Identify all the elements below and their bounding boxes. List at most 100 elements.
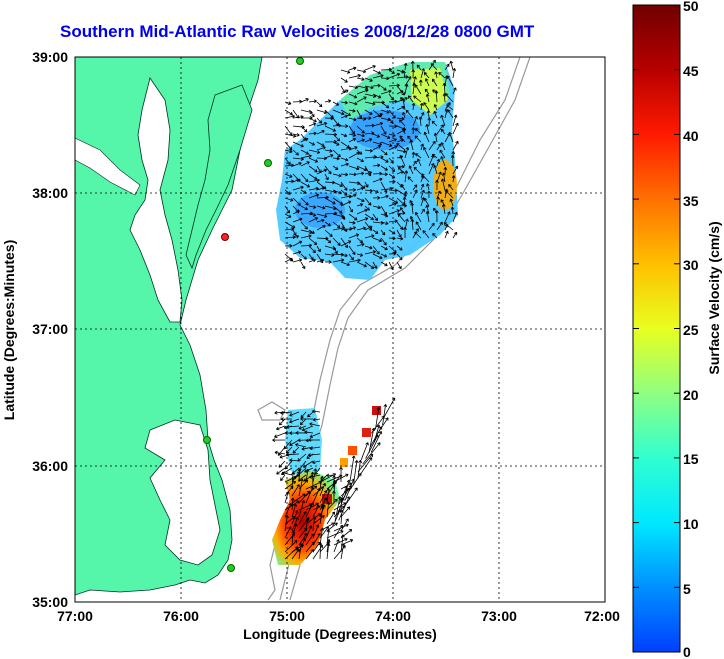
velocity-arrow [427, 117, 432, 127]
velocity-arrow [292, 229, 297, 236]
velocity-cell [372, 406, 381, 415]
velocity-arrow [308, 205, 317, 209]
velocity-cell [348, 446, 357, 455]
velocity-arrow [364, 131, 375, 136]
velocity-arrow [289, 458, 300, 463]
velocity-arrow [316, 245, 321, 253]
velocity-arrow [380, 141, 393, 147]
velocity-arrow [278, 418, 286, 426]
velocity-arrow [284, 502, 292, 518]
velocity-arrow [433, 132, 438, 143]
velocity-arrow [362, 442, 381, 465]
velocity-arrow [356, 208, 368, 215]
velocity-arrow [432, 232, 438, 239]
velocity-arrow [284, 213, 292, 218]
velocity-arrow [380, 125, 387, 135]
velocity-arrow [292, 161, 302, 167]
velocity-arrow [364, 77, 373, 82]
velocity-arrow [308, 122, 317, 127]
velocity-arrow [343, 487, 358, 508]
velocity-arrow [340, 181, 348, 191]
velocity-arrow [340, 253, 348, 258]
velocity-arrow [280, 411, 293, 415]
velocity-arrow [440, 178, 446, 191]
velocity-arrow [372, 121, 384, 127]
velocity-arrow [436, 124, 444, 135]
y-tick-label: 35:00 [32, 594, 68, 610]
velocity-arrow [324, 197, 336, 205]
velocity-arrow [340, 114, 348, 119]
velocity-arrow [380, 149, 388, 156]
velocity-arrow [308, 149, 321, 154]
velocity-arrow [376, 417, 389, 435]
velocity-arrow [340, 506, 351, 518]
velocity-arrow [291, 530, 296, 546]
velocity-arrow [333, 537, 348, 546]
velocity-arrow [364, 109, 373, 115]
colorbar-label: Surface Velocity (cm/s) [706, 221, 722, 374]
velocity-arrow [312, 460, 321, 465]
velocity-arrow [356, 165, 367, 172]
velocity-arrow [316, 258, 325, 263]
velocity-arrow [316, 146, 326, 151]
velocity-arrow [292, 149, 299, 156]
velocity-arrow [423, 72, 430, 79]
velocity-bluecore-2 [295, 192, 345, 228]
velocity-arrow [364, 116, 372, 120]
velocity-arrow [364, 261, 375, 269]
velocity-arrow [364, 64, 376, 71]
velocity-arrow [364, 148, 373, 153]
velocity-arrow [312, 487, 321, 504]
velocity-arrow [407, 176, 414, 183]
velocity-arrow [364, 181, 369, 188]
velocity-arrow [420, 143, 425, 151]
velocity-arrow [291, 503, 297, 518]
velocity-arrow [410, 60, 415, 71]
velocity-arrow [413, 166, 422, 175]
velocity-arrow [372, 177, 383, 183]
velocity-arrow [284, 197, 294, 202]
velocity-arrow [292, 240, 303, 247]
velocity-arrow [372, 113, 383, 119]
velocity-arrow [309, 446, 321, 451]
velocity-arrow [388, 133, 396, 137]
velocity-arrow [305, 533, 315, 546]
velocity-arrow [356, 125, 365, 134]
velocity-arrow [396, 221, 404, 230]
velocity-arrow [289, 418, 300, 424]
velocity-arrow [297, 468, 302, 483]
velocity-arrow [310, 471, 315, 490]
velocity-arrow [441, 203, 446, 215]
velocity-arrow [428, 222, 435, 231]
velocity-arrow [447, 109, 454, 119]
velocity-arrow [440, 114, 446, 127]
velocity-arrow [452, 211, 458, 223]
velocity-arrow [340, 482, 352, 490]
velocity-arrow [332, 123, 342, 128]
velocity-arrow [372, 145, 381, 151]
velocity-arrow [388, 124, 398, 129]
velocity-arrow [356, 217, 369, 223]
velocity-arrow [333, 502, 347, 511]
velocity-arrow [380, 221, 389, 226]
velocity-arrow [316, 101, 323, 108]
velocity-arrow [324, 154, 334, 159]
velocity-arrow [397, 213, 406, 223]
velocity-arrow [364, 245, 373, 250]
velocity-arrow [291, 510, 299, 525]
velocity-arrow [411, 102, 416, 111]
velocity-arrow [300, 417, 314, 421]
velocity-arrow [276, 467, 286, 475]
velocity-arrow [372, 261, 378, 269]
velocity-arrow [298, 478, 304, 497]
velocity-arrow [291, 493, 306, 504]
velocity-cell [340, 458, 348, 467]
velocity-arrow [292, 217, 303, 223]
velocity-arrow [348, 205, 353, 213]
velocity-arrow [403, 226, 407, 239]
velocity-arrow [312, 515, 325, 525]
velocity-arrow [452, 140, 459, 151]
velocity-arrow [324, 221, 331, 227]
velocity-arrow [388, 209, 400, 215]
velocity-field-north-yellow [410, 68, 448, 115]
